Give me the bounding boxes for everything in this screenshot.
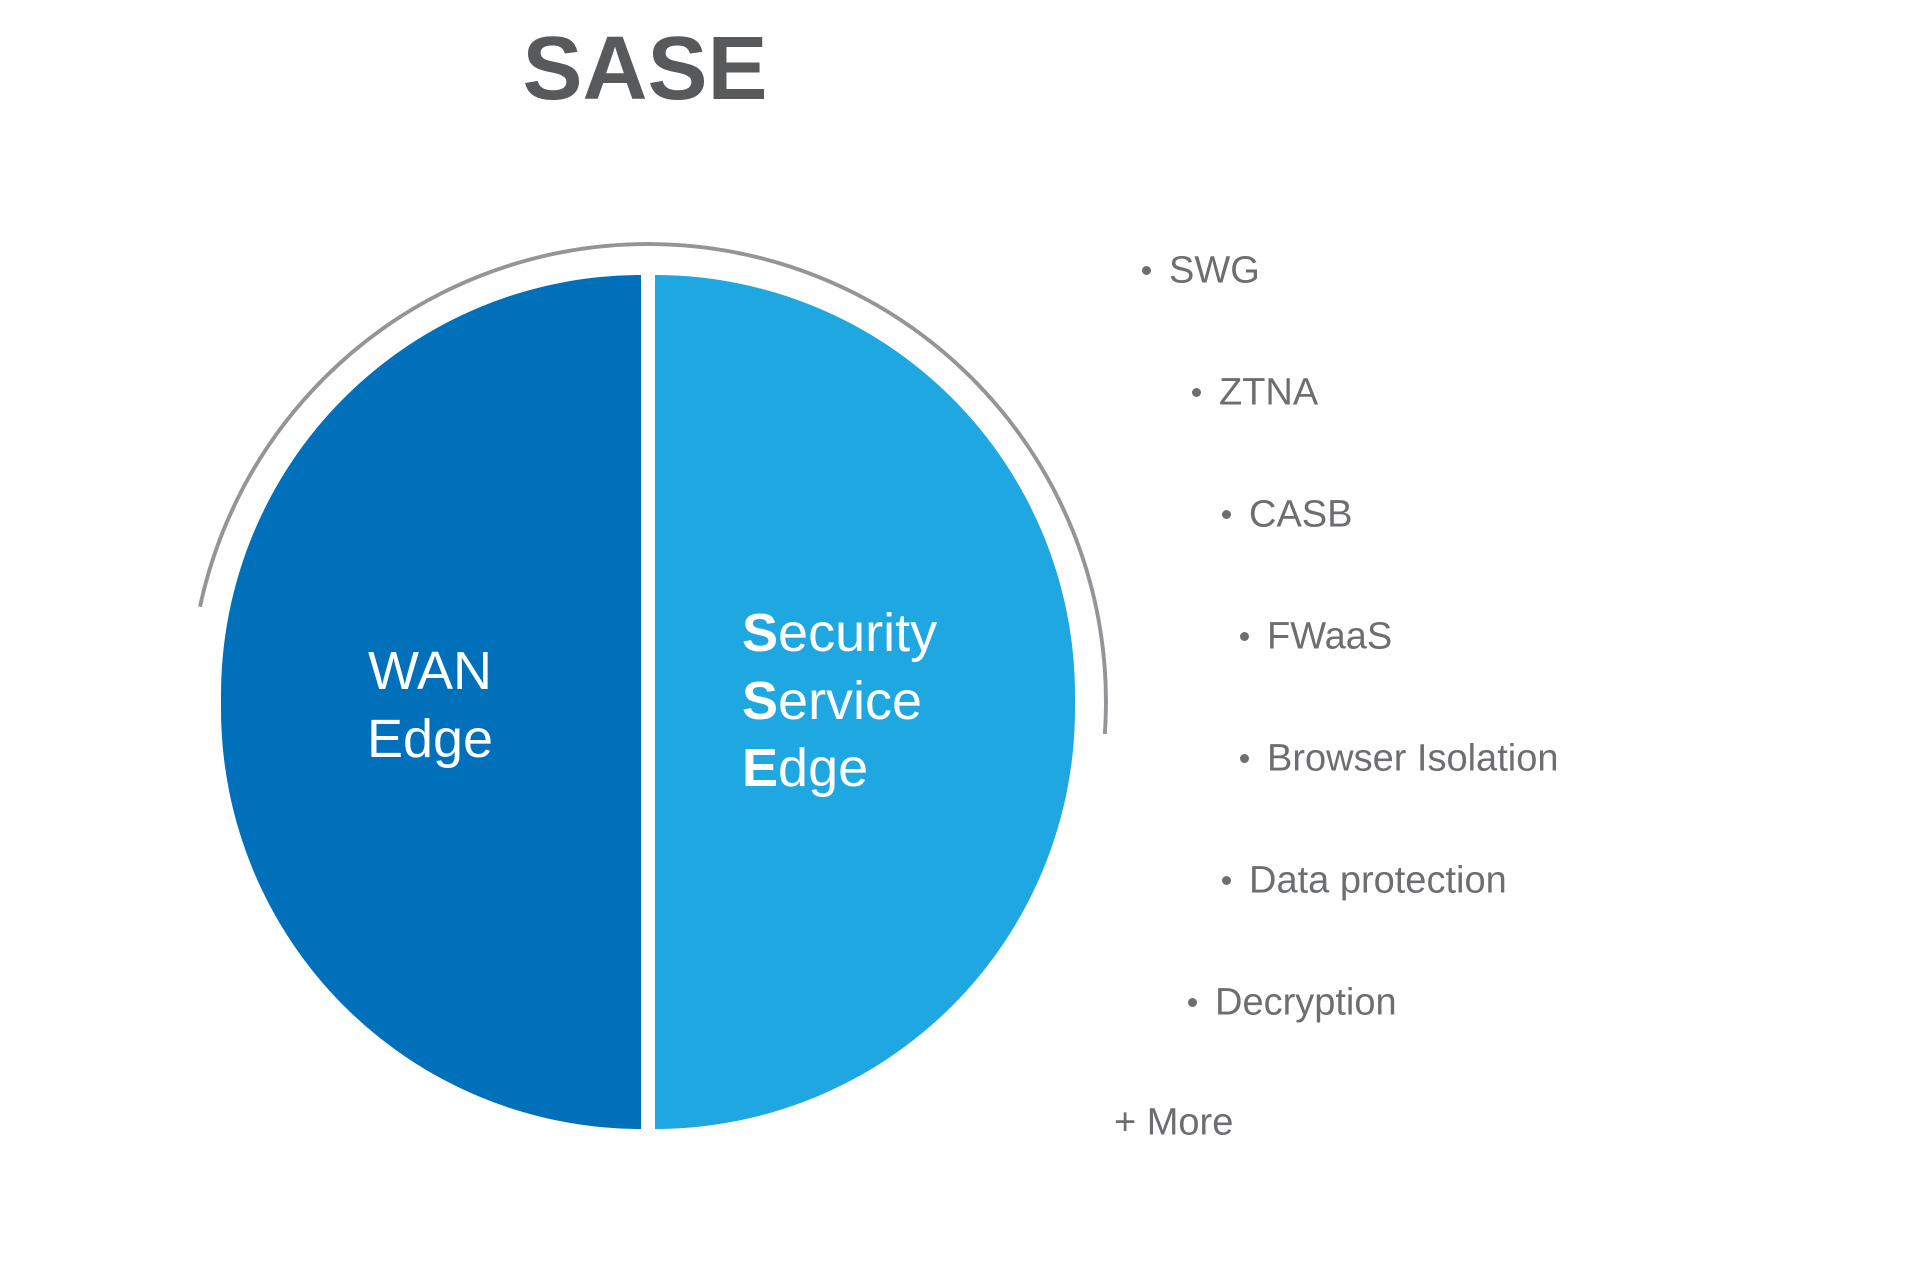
feature-list-item: SWG (1142, 248, 1260, 292)
feature-list-label: Browser Isolation (1267, 737, 1558, 779)
feature-list-label: SWG (1169, 249, 1260, 291)
feature-list-item: FWaaS (1240, 614, 1392, 658)
callout-arc (188, 242, 1108, 1162)
feature-list-item: ZTNA (1192, 370, 1318, 414)
feature-list-label: Decryption (1215, 981, 1397, 1023)
feature-list-item: CASB (1222, 492, 1352, 536)
feature-list-item: Browser Isolation (1240, 736, 1558, 780)
feature-list-item: + More (1114, 1100, 1233, 1144)
bullet-icon (1222, 510, 1231, 519)
feature-list-label: FWaaS (1267, 615, 1392, 657)
feature-list-label: + More (1114, 1101, 1233, 1143)
feature-list-item: Decryption (1188, 980, 1397, 1024)
bullet-icon (1188, 998, 1197, 1007)
bullet-icon (1240, 754, 1249, 763)
bullet-icon (1192, 388, 1201, 397)
diagram-title: SASE (445, 18, 845, 121)
feature-list-label: Data protection (1249, 859, 1507, 901)
feature-list-label: ZTNA (1219, 371, 1318, 413)
bullet-icon (1142, 266, 1151, 275)
feature-list-label: CASB (1249, 493, 1352, 535)
bullet-icon (1222, 876, 1231, 885)
feature-list-item: Data protection (1222, 858, 1507, 902)
bullet-icon (1240, 632, 1249, 641)
